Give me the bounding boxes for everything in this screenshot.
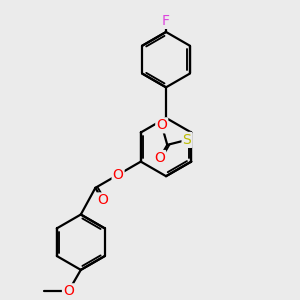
Text: F: F [162, 14, 170, 28]
Text: O: O [154, 151, 165, 165]
Text: O: O [63, 284, 74, 298]
Text: O: O [97, 194, 108, 208]
Text: O: O [112, 168, 124, 182]
Text: S: S [183, 133, 191, 147]
Text: O: O [156, 118, 167, 132]
